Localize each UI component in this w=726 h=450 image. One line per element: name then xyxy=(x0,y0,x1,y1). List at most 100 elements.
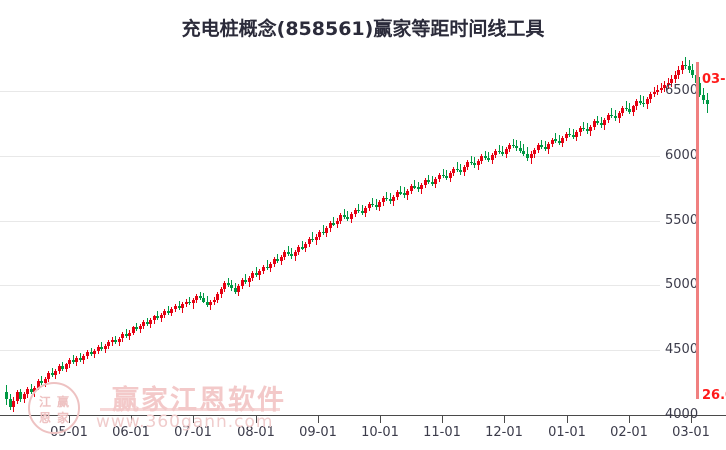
candlestick xyxy=(628,103,631,115)
candle-body xyxy=(145,322,149,325)
candlestick xyxy=(57,363,61,375)
candle-body xyxy=(367,203,371,209)
candlestick xyxy=(483,150,487,160)
candlestick xyxy=(438,172,441,183)
time-marker-vertical-line[interactable] xyxy=(696,62,699,399)
candle-body xyxy=(624,107,628,110)
candle-body xyxy=(501,151,505,154)
candlestick xyxy=(578,125,582,136)
candlestick xyxy=(103,343,107,353)
watermark-seal-icon: 江 赢 恩 家 xyxy=(28,382,80,434)
x-axis-tick xyxy=(318,416,319,423)
time-marker-bottom-label: 26.0 xyxy=(702,388,726,403)
candle-body xyxy=(75,357,79,363)
candlestick xyxy=(177,300,181,310)
candlestick xyxy=(504,147,508,159)
candle-body xyxy=(631,106,635,112)
candle-body xyxy=(335,220,339,225)
candle-wick xyxy=(685,57,687,70)
candlestick xyxy=(518,141,522,154)
candlestick xyxy=(564,131,568,142)
candlestick xyxy=(614,110,617,122)
candlestick xyxy=(466,159,470,170)
gridline xyxy=(0,350,660,351)
candlestick xyxy=(413,180,417,190)
seal-char-2: 赢 xyxy=(57,395,70,409)
candle-body xyxy=(276,259,279,262)
candlestick xyxy=(290,247,294,259)
candlestick xyxy=(237,284,241,296)
candlestick xyxy=(36,378,40,391)
candle-body xyxy=(230,285,234,288)
candle-body xyxy=(233,287,237,292)
candlestick xyxy=(19,389,23,403)
candlestick xyxy=(117,336,121,347)
candle-body xyxy=(515,145,519,148)
candle-body xyxy=(198,296,202,299)
candle-body xyxy=(413,186,417,188)
candle-wick xyxy=(361,204,363,216)
candle-body xyxy=(181,304,184,309)
candlestick xyxy=(254,267,258,277)
candle-body xyxy=(152,316,156,321)
candlestick xyxy=(680,61,684,75)
candle-body xyxy=(508,144,512,150)
candle-body xyxy=(269,263,272,269)
candlestick xyxy=(307,236,311,248)
candle-body xyxy=(388,199,392,202)
candle-body xyxy=(578,127,582,133)
x-axis-tick xyxy=(442,416,443,423)
seal-char-3: 恩 xyxy=(39,411,52,425)
candlestick xyxy=(663,80,667,92)
candle-wick xyxy=(572,129,574,140)
candlestick xyxy=(624,101,628,111)
candle-body xyxy=(219,288,223,295)
candlestick xyxy=(297,245,301,255)
candlestick xyxy=(300,240,304,251)
candlestick xyxy=(536,143,540,154)
candle-body xyxy=(272,259,276,264)
candle-body xyxy=(57,365,61,371)
candle-body xyxy=(649,94,653,100)
candlestick xyxy=(642,96,646,108)
candlestick xyxy=(367,201,371,212)
candlestick xyxy=(698,76,702,98)
candle-body xyxy=(93,350,96,355)
candle-wick xyxy=(639,94,641,105)
candle-wick xyxy=(291,247,293,259)
candle-body xyxy=(82,356,86,360)
candle-body xyxy=(121,333,125,339)
candlestick xyxy=(170,306,174,317)
candlestick xyxy=(649,92,653,103)
candle-wick xyxy=(456,162,458,172)
gridline xyxy=(0,156,660,157)
candle-wick xyxy=(541,139,542,149)
candlestick xyxy=(198,291,202,301)
candlestick xyxy=(423,178,427,189)
candlestick xyxy=(381,195,385,206)
candlestick xyxy=(416,181,420,192)
candlestick xyxy=(223,281,227,292)
candle-wick xyxy=(512,138,514,148)
candlestick xyxy=(12,396,15,413)
candle-wick xyxy=(586,123,588,134)
candle-body xyxy=(163,311,167,316)
candle-body xyxy=(237,285,241,292)
candlestick xyxy=(360,204,364,216)
candle-wick xyxy=(600,116,602,128)
candlestick xyxy=(378,200,382,212)
candle-body xyxy=(64,364,68,369)
y-axis-label: 6500 xyxy=(665,83,699,98)
candle-body xyxy=(342,215,346,217)
candlestick xyxy=(582,122,586,132)
candlestick xyxy=(702,88,705,104)
candle-body xyxy=(684,64,688,67)
candlestick xyxy=(420,182,424,194)
candlestick xyxy=(71,355,75,365)
candle-wick xyxy=(583,122,585,132)
plot-area[interactable] xyxy=(0,52,726,416)
candle-body xyxy=(564,133,568,139)
candlestick xyxy=(276,253,279,264)
candlestick xyxy=(659,83,663,94)
candlestick xyxy=(353,207,357,218)
